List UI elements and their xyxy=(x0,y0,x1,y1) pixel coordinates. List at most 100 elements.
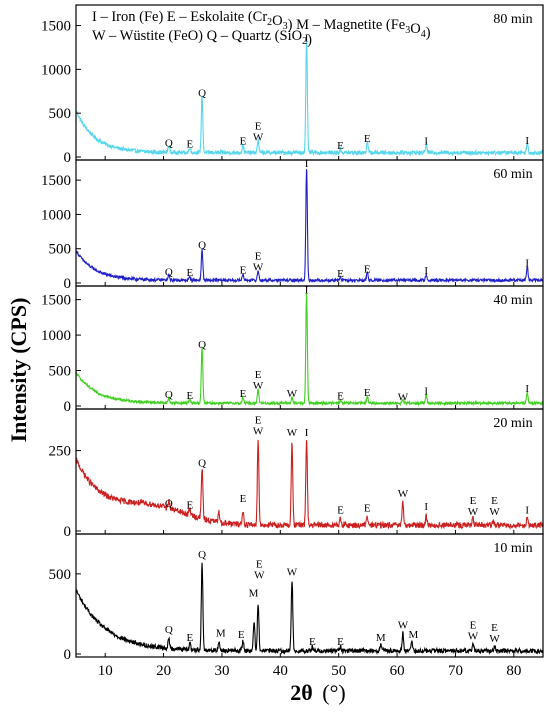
peak-label: E xyxy=(255,415,262,427)
peak-label: W xyxy=(468,506,479,518)
peak-label: M xyxy=(376,632,386,644)
peak-label: Q xyxy=(198,339,206,351)
legend-line: W – Wüstite (FeO) Q – Quartz (SiO2) xyxy=(92,28,312,48)
peak-label: W xyxy=(398,391,409,403)
legend-subscript: 4 xyxy=(421,29,426,40)
series-line-20-min xyxy=(76,439,543,530)
peak-label: I xyxy=(424,501,428,513)
peak-label: W xyxy=(468,631,479,643)
peak-label: E xyxy=(255,251,262,263)
time-labels-layer: 80 min 60 min 40 min 20 min 10 min xyxy=(493,12,532,556)
x-tick-label: 70 xyxy=(448,663,463,679)
peak-label: E xyxy=(240,388,247,400)
traces-layer xyxy=(76,40,543,656)
peak-label: E xyxy=(337,636,344,648)
x-tick-label: 40 xyxy=(273,663,288,679)
y-tick-label: 500 xyxy=(49,567,72,583)
peak-label: Q xyxy=(165,624,173,636)
y-tick-label: 1500 xyxy=(41,173,71,189)
peak-label: I xyxy=(525,383,529,395)
peak-label: E xyxy=(470,620,477,632)
y-axis-label: Intensity (CPS) xyxy=(6,298,31,443)
peak-label: E xyxy=(337,504,344,516)
y-tick-label: 500 xyxy=(49,364,72,380)
y-tick-label: 0 xyxy=(64,399,72,415)
peak-label: W xyxy=(253,380,264,392)
x-tick-label: 10 xyxy=(98,663,113,679)
peak-label: M xyxy=(249,587,259,599)
peak-label: I xyxy=(305,158,309,170)
peak-label: W xyxy=(489,506,500,518)
peak-label: Q xyxy=(198,549,206,561)
legend-text-run: ) M – Magnetite (Fe xyxy=(288,17,406,33)
peak-label: W xyxy=(287,427,298,439)
x-tick-label: 30 xyxy=(214,663,229,679)
peak-label: W xyxy=(398,488,409,500)
y-tick-label: 0 xyxy=(64,276,72,292)
y-tick-label: 1000 xyxy=(41,207,71,223)
y-tick-label: 0 xyxy=(64,647,72,663)
legend-line: I – Iron (Fe) E – Eskolaite (Cr2O3) M – … xyxy=(92,9,431,41)
peak-label: E xyxy=(337,391,344,403)
y-tick-label: 1000 xyxy=(41,62,71,78)
x-tick-label: 20 xyxy=(156,663,171,679)
legend-text-run: O xyxy=(272,13,282,29)
peak-label: W xyxy=(489,633,500,645)
legend-subscript: 2 xyxy=(267,17,272,28)
peak-label: E xyxy=(337,140,344,152)
peak-label: I xyxy=(305,32,309,44)
series-line-40-min xyxy=(76,293,543,407)
peak-label: E xyxy=(364,387,371,399)
panel-frame xyxy=(75,159,544,287)
peak-label: M xyxy=(409,629,419,641)
x-axis-label: 2θ (°) xyxy=(290,680,345,705)
x-axis-label-main: 2θ xyxy=(290,680,312,705)
peak-label: I xyxy=(424,136,428,148)
y-tick-label: 0 xyxy=(64,150,72,166)
legend-text-run: ) xyxy=(426,25,431,41)
time-label: 60 min xyxy=(493,167,532,182)
x-tick-label: 80 xyxy=(506,663,521,679)
x-tick-label: 60 xyxy=(390,663,405,679)
peak-label: E xyxy=(255,369,262,381)
peak-label: E xyxy=(240,136,247,148)
peak-label: E xyxy=(256,559,263,571)
peak-label: I xyxy=(525,504,529,516)
peak-label: E xyxy=(240,264,247,276)
x-ticks-layer: 10 20 30 40 50 60 70 80 xyxy=(98,156,521,679)
peak-label: I xyxy=(305,284,309,296)
legend-text-run: I – Iron (Fe) E – Eskolaite (Cr xyxy=(92,9,267,25)
panel-frames-layer xyxy=(75,4,544,658)
peak-label: E xyxy=(364,133,371,145)
legend-text-run: ) xyxy=(307,32,312,48)
peak-label: I xyxy=(424,386,428,398)
legend-subscript: 2 xyxy=(302,36,307,47)
y-tick-label: 0 xyxy=(64,524,72,540)
peak-label: E xyxy=(186,499,193,511)
peak-label: W xyxy=(253,426,264,438)
series-line-80-min xyxy=(76,40,543,157)
peak-label: Q xyxy=(198,88,206,100)
peak-label: Q xyxy=(165,498,173,510)
legend-text-run: W – Wüstite (FeO) Q – Quartz (SiO xyxy=(92,28,302,44)
peak-label: E xyxy=(186,632,193,644)
phase-legend: I – Iron (Fe) E – Eskolaite (Cr2O3) M – … xyxy=(92,9,431,48)
peak-label: M xyxy=(216,627,226,639)
peak-label: E xyxy=(364,503,371,515)
peak-label: E xyxy=(491,495,498,507)
peak-label: Q xyxy=(165,389,173,401)
y-ticks-layer: 0500100015000500100015000500100015000250… xyxy=(41,19,81,663)
time-label: 10 min xyxy=(493,541,532,556)
series-line-10-min xyxy=(76,562,543,656)
peak-label: W xyxy=(287,388,298,400)
panel-frame xyxy=(75,533,544,658)
peak-label: W xyxy=(253,262,264,274)
peak-label: I xyxy=(525,135,529,147)
peak-label: I xyxy=(424,265,428,277)
peak-label: E xyxy=(309,636,316,648)
peak-label: W xyxy=(398,619,409,631)
x-axis-label-unit: (°) xyxy=(322,680,345,705)
peak-label: W xyxy=(254,570,265,582)
